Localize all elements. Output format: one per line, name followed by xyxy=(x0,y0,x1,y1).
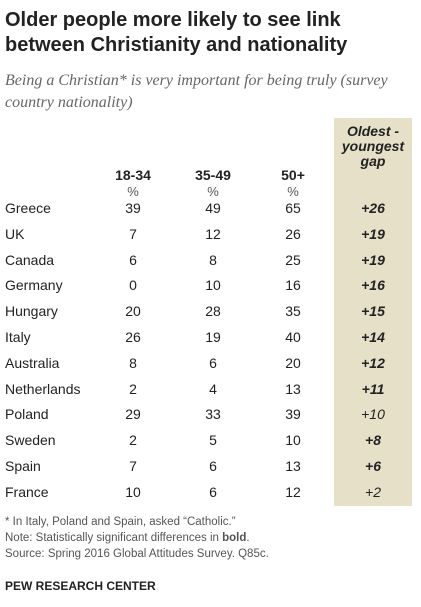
cell: 7 xyxy=(129,225,137,242)
note: Note: Statistically significant differen… xyxy=(5,532,250,544)
cell: 49 xyxy=(205,200,221,216)
cell: 5 xyxy=(209,432,217,449)
country-label: Netherlands xyxy=(5,380,81,397)
gap-cell: +8 xyxy=(365,432,381,449)
cell: 13 xyxy=(285,458,301,474)
gap-column-background xyxy=(334,118,412,506)
gap-header: Oldest - youngest gap xyxy=(341,123,405,169)
country-label: Hungary xyxy=(5,303,58,320)
note-text: Note: Statistically significant differen… xyxy=(5,532,223,544)
gap-cell: +6 xyxy=(365,458,381,474)
column-header: 50+ xyxy=(281,167,305,183)
cell: 20 xyxy=(285,354,301,371)
cell: 6 xyxy=(209,354,217,371)
gap-cell: +10 xyxy=(361,406,385,423)
cell: 26 xyxy=(285,225,301,242)
country-label: Spain xyxy=(5,458,41,474)
cell: 12 xyxy=(285,483,301,500)
cell: 19 xyxy=(205,329,221,345)
cell: 2 xyxy=(129,380,137,397)
footer: PEW RESEARCH CENTER xyxy=(5,579,156,593)
cell: 6 xyxy=(129,251,137,268)
unit-label: % xyxy=(127,184,139,199)
cell: 13 xyxy=(285,380,301,397)
source: Source: Spring 2016 Global Attitudes Sur… xyxy=(5,548,269,560)
cell: 29 xyxy=(125,406,141,423)
country-label: Germany xyxy=(5,277,63,294)
cell: 10 xyxy=(125,483,141,500)
cell: 40 xyxy=(285,329,301,345)
gap-cell: +26 xyxy=(361,200,385,216)
country-label: Poland xyxy=(5,406,49,423)
cell: 6 xyxy=(209,483,217,500)
cell: 2 xyxy=(129,432,137,449)
cell: 25 xyxy=(285,251,301,268)
title: Older people more likely to see link bet… xyxy=(5,9,348,56)
gap-cell: +19 xyxy=(361,225,385,242)
asterisk-note: * In Italy, Poland and Spain, asked “Cat… xyxy=(5,516,236,528)
cell: 39 xyxy=(125,200,141,216)
country-label: Greece xyxy=(5,200,51,216)
gap-cell: +2 xyxy=(365,483,381,500)
gap-cell: +14 xyxy=(361,329,385,345)
cell: 12 xyxy=(205,225,221,242)
country-label: Canada xyxy=(5,251,55,268)
cell: 4 xyxy=(209,380,217,397)
country-label: UK xyxy=(5,225,25,242)
country-label: Sweden xyxy=(5,432,56,449)
cell: 6 xyxy=(209,458,217,474)
column-header: 18-34 xyxy=(115,167,151,183)
note-text: . xyxy=(246,532,250,544)
cell: 7 xyxy=(129,458,137,474)
cell: 28 xyxy=(205,303,221,320)
gap-cell: +16 xyxy=(361,277,385,294)
cell: 10 xyxy=(205,277,221,294)
cell: 10 xyxy=(285,432,301,449)
cell: 8 xyxy=(129,354,137,371)
gap-cell: +12 xyxy=(361,354,385,371)
cell: 16 xyxy=(285,277,301,294)
cell: 39 xyxy=(285,406,301,423)
gap-cell: +19 xyxy=(361,251,385,268)
unit-label: % xyxy=(287,184,299,199)
country-label: Australia xyxy=(5,354,60,371)
unit-label: % xyxy=(207,184,219,199)
subtitle: Being a Christian* is very important for… xyxy=(5,72,388,111)
cell: 8 xyxy=(209,251,217,268)
note-bold: bold xyxy=(222,532,247,544)
cell: 35 xyxy=(285,303,301,320)
cell: 0 xyxy=(129,277,137,294)
country-label: Italy xyxy=(5,329,31,345)
cell: 33 xyxy=(205,406,221,423)
cell: 20 xyxy=(125,303,141,320)
column-header: 35-49 xyxy=(195,167,231,183)
gap-cell: +11 xyxy=(361,380,385,397)
cell: 26 xyxy=(125,329,141,345)
cell: 65 xyxy=(285,200,301,216)
gap-cell: +15 xyxy=(361,303,385,320)
country-label: France xyxy=(5,483,49,500)
